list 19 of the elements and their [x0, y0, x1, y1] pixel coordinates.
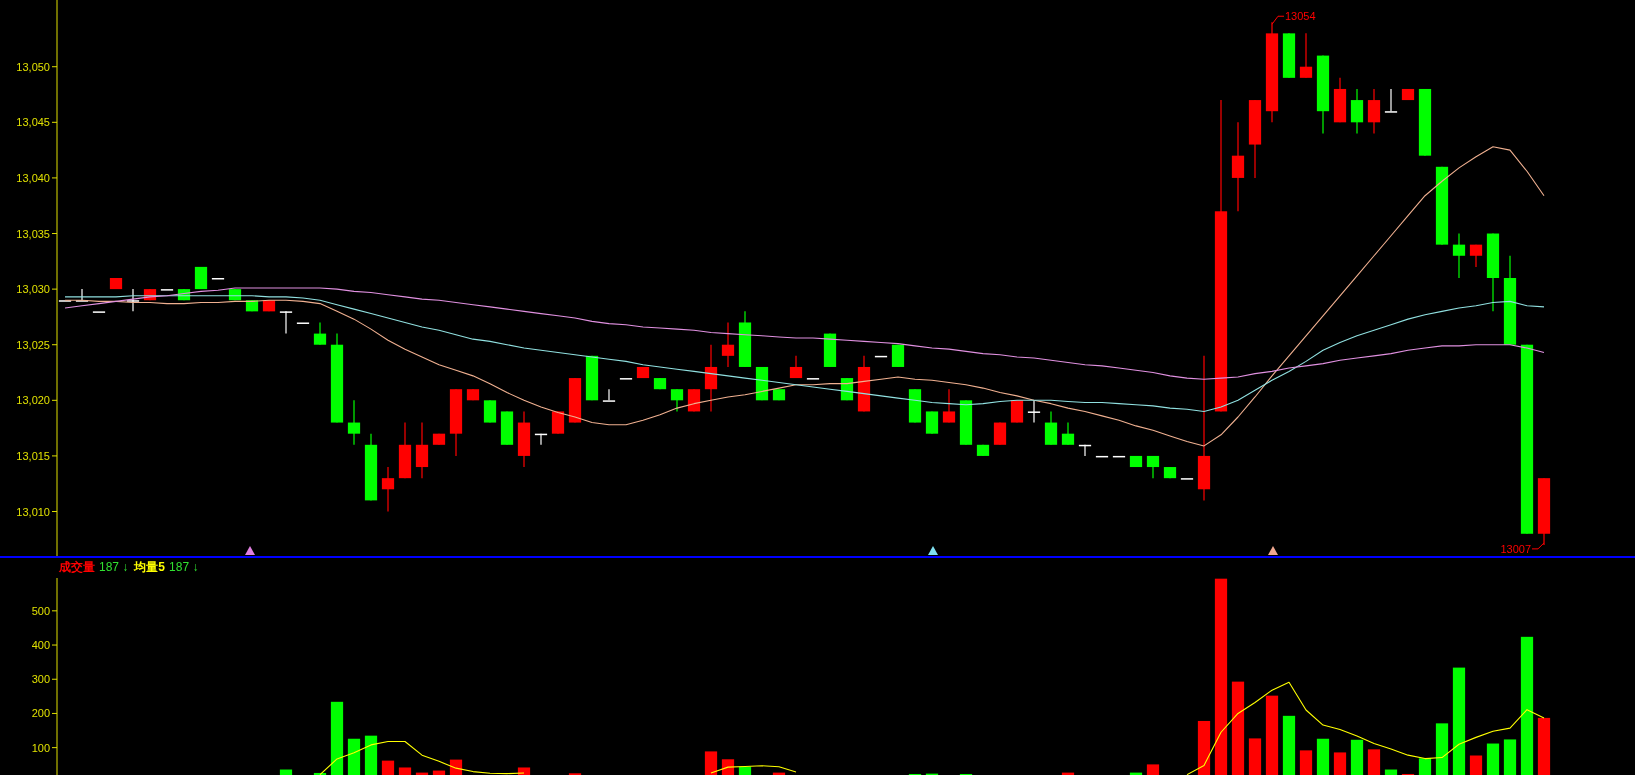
y-tick-label: 13,015: [16, 449, 50, 462]
y-tick-label: 500: [31, 604, 50, 617]
y-tick-label: 400: [31, 639, 50, 652]
y-tick-label: 13,010: [16, 505, 50, 518]
annotation: 13054: [1285, 10, 1316, 23]
y-tick-label: 13,040: [16, 171, 50, 184]
annotation: 13007: [1500, 542, 1531, 555]
y-tick-label: 13,045: [16, 116, 50, 129]
extreme-value-label: 13007: [1500, 542, 1545, 555]
y-tick-label: 13,035: [16, 227, 50, 240]
y-tick-label: 13,030: [16, 283, 50, 296]
y-tick-label: 13,050: [16, 60, 50, 73]
extreme-value-label: 13054: [1271, 10, 1316, 25]
y-tick-label: 100: [31, 741, 50, 754]
y-tick-label: 300: [31, 673, 50, 686]
y-tick-label: 200: [31, 707, 50, 720]
legend: 成交量 187 ↓ 均量5 187 ↓: [59, 560, 199, 574]
y-tick-label: 13,020: [16, 394, 50, 407]
y-tick-label: 13,025: [16, 338, 50, 351]
